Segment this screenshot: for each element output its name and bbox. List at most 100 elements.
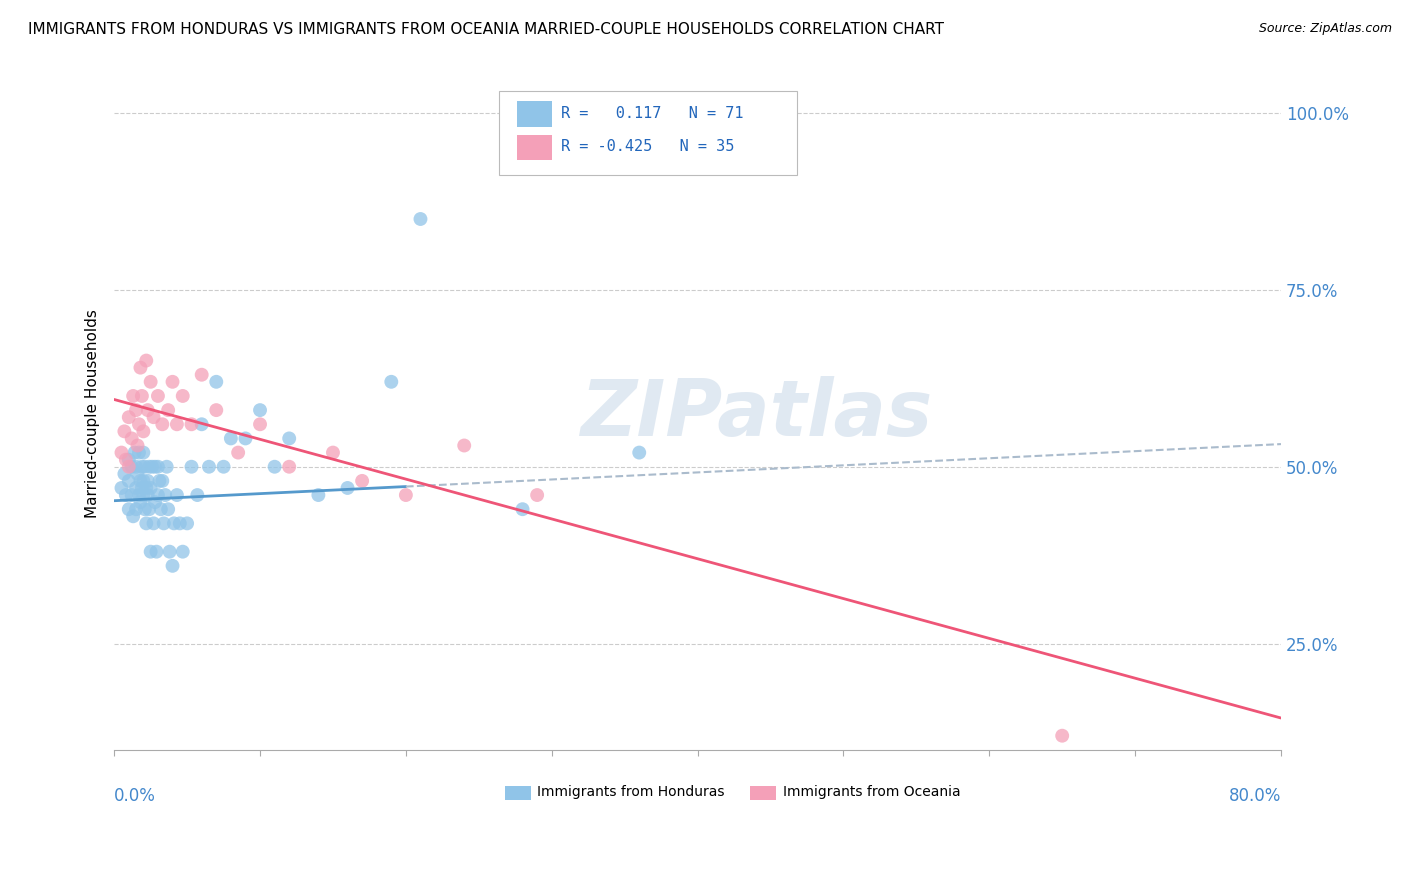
Text: 0.0%: 0.0% xyxy=(114,787,156,805)
Point xyxy=(131,389,153,403)
Point xyxy=(278,432,301,446)
Point xyxy=(122,389,145,403)
Point xyxy=(1050,729,1073,743)
Point xyxy=(162,375,184,389)
Point xyxy=(205,403,228,417)
Point xyxy=(132,474,155,488)
Point xyxy=(162,558,184,573)
Y-axis label: Married-couple Households: Married-couple Households xyxy=(86,310,100,518)
Point xyxy=(136,474,159,488)
Point xyxy=(129,474,152,488)
Point xyxy=(263,459,285,474)
Point xyxy=(138,459,160,474)
Point xyxy=(163,516,186,531)
Point xyxy=(125,502,148,516)
Point xyxy=(159,544,181,558)
Point xyxy=(148,474,170,488)
Point xyxy=(249,417,271,432)
Point xyxy=(115,452,138,467)
Point xyxy=(172,389,194,403)
Point xyxy=(125,459,148,474)
Point xyxy=(169,516,191,531)
Point xyxy=(149,502,172,516)
Point xyxy=(127,438,149,452)
Point xyxy=(142,410,165,425)
Point xyxy=(139,544,162,558)
Point xyxy=(118,410,141,425)
Point xyxy=(118,452,141,467)
Point xyxy=(526,488,548,502)
Point xyxy=(322,445,344,459)
Text: Immigrants from Honduras: Immigrants from Honduras xyxy=(537,785,724,799)
Point xyxy=(142,516,165,531)
Point xyxy=(155,488,177,502)
Bar xyxy=(517,135,551,161)
Point xyxy=(150,474,173,488)
Point xyxy=(409,212,432,227)
Point xyxy=(166,417,188,432)
FancyBboxPatch shape xyxy=(499,91,797,175)
Point xyxy=(115,488,138,502)
Point xyxy=(172,544,194,558)
Point xyxy=(352,474,374,488)
Point xyxy=(139,375,162,389)
Text: ZIPatlas: ZIPatlas xyxy=(579,376,932,451)
Point xyxy=(112,467,135,481)
Point xyxy=(132,425,155,439)
Point xyxy=(307,488,329,502)
Point xyxy=(278,459,301,474)
Point xyxy=(134,502,156,516)
Text: IMMIGRANTS FROM HONDURAS VS IMMIGRANTS FROM OCEANIA MARRIED-COUPLE HOUSEHOLDS CO: IMMIGRANTS FROM HONDURAS VS IMMIGRANTS F… xyxy=(28,22,943,37)
Point xyxy=(512,502,534,516)
Point xyxy=(190,417,212,432)
Bar xyxy=(517,101,551,127)
Point xyxy=(146,488,169,502)
Point xyxy=(180,459,202,474)
Point xyxy=(131,459,153,474)
Point xyxy=(110,445,132,459)
Point xyxy=(131,481,153,495)
Point xyxy=(186,488,208,502)
Point xyxy=(166,488,188,502)
Point xyxy=(157,502,180,516)
Text: 80.0%: 80.0% xyxy=(1229,787,1281,805)
Point xyxy=(136,488,159,502)
Point xyxy=(121,432,143,446)
Point xyxy=(122,509,145,524)
Point xyxy=(110,481,132,495)
Text: R = -0.425   N = 35: R = -0.425 N = 35 xyxy=(561,139,734,154)
Point xyxy=(124,445,146,459)
Bar xyxy=(749,786,776,800)
Point xyxy=(198,459,221,474)
Point xyxy=(150,417,173,432)
Point xyxy=(121,459,143,474)
Point xyxy=(128,417,150,432)
Point xyxy=(235,432,257,446)
Point xyxy=(212,459,235,474)
Text: Source: ZipAtlas.com: Source: ZipAtlas.com xyxy=(1258,22,1392,36)
Point xyxy=(134,459,156,474)
Point xyxy=(135,481,157,495)
Point xyxy=(453,438,475,452)
Point xyxy=(395,488,418,502)
Point xyxy=(128,445,150,459)
Point xyxy=(146,389,169,403)
Point xyxy=(143,495,166,509)
Point xyxy=(118,459,141,474)
Point xyxy=(129,360,152,375)
Point xyxy=(118,502,141,516)
Point xyxy=(380,375,402,389)
Point xyxy=(152,516,174,531)
Point xyxy=(139,481,162,495)
Point xyxy=(336,481,359,495)
Point xyxy=(190,368,212,382)
Point xyxy=(132,488,155,502)
Text: R =   0.117   N = 71: R = 0.117 N = 71 xyxy=(561,105,744,120)
Point xyxy=(127,467,149,481)
Point xyxy=(180,417,202,432)
Point xyxy=(628,445,651,459)
Point xyxy=(138,502,160,516)
Point xyxy=(118,474,141,488)
Point xyxy=(112,425,135,439)
Point xyxy=(132,445,155,459)
